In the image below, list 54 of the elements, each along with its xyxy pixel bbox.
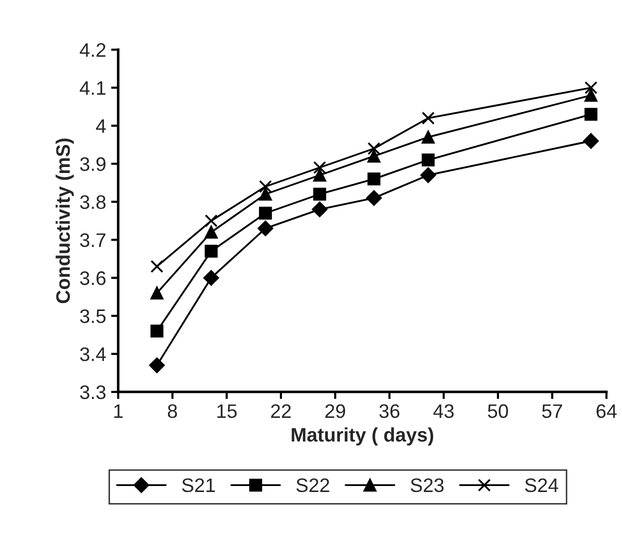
x-tick-label: 8	[168, 404, 177, 418]
point	[422, 130, 435, 144]
point	[150, 324, 164, 338]
legend-label: S23	[410, 478, 444, 492]
point	[583, 133, 599, 149]
point	[150, 286, 164, 300]
y-axis-title: Conductivity (mS)	[56, 138, 74, 304]
x-tick-label: 36	[379, 404, 400, 418]
legend-label: S22	[296, 478, 330, 492]
y-tick-label: 3.8	[80, 195, 106, 210]
x-tick-label: 22	[271, 404, 291, 418]
x-tick-label: 50	[488, 404, 508, 418]
point	[420, 167, 436, 183]
x-tick-label: 57	[542, 404, 562, 418]
y-tick-label: 4.1	[80, 81, 106, 95]
point	[313, 188, 326, 201]
point	[366, 190, 382, 206]
point	[258, 206, 272, 220]
point	[258, 188, 272, 201]
legend-label: S24	[525, 478, 558, 492]
point	[258, 180, 272, 194]
y-tick-label: 3.4	[80, 347, 106, 362]
point	[367, 172, 380, 186]
x-tick-label: 15	[217, 404, 237, 418]
point	[150, 260, 164, 273]
point	[149, 358, 165, 374]
point	[313, 168, 326, 182]
legend-label: S21	[182, 478, 215, 492]
x-tick-label: 43	[433, 404, 454, 418]
point	[584, 88, 598, 102]
x-tick-label: 64	[596, 404, 617, 418]
y-tick-label: 3.5	[80, 309, 106, 324]
point	[204, 214, 218, 228]
y-tick-label: 3.6	[80, 271, 106, 286]
point	[313, 161, 326, 174]
point	[422, 112, 435, 125]
point	[367, 150, 380, 163]
point	[584, 81, 598, 94]
point	[422, 153, 435, 166]
point	[204, 226, 218, 239]
x-axis-title: Maturity ( days)	[292, 427, 434, 446]
y-tick-label: 3.9	[80, 157, 106, 171]
y-tick-label: 3.3	[80, 385, 106, 400]
y-tick-label: 3.7	[80, 233, 106, 248]
point	[203, 270, 219, 286]
y-tick-label: 4	[96, 119, 106, 133]
point	[584, 108, 598, 121]
point	[204, 244, 218, 258]
x-tick-label: 29	[325, 404, 346, 418]
point	[367, 142, 380, 156]
point	[258, 220, 274, 236]
y-tick-label: 4.2	[80, 43, 106, 57]
x-tick-label: 1	[114, 404, 123, 418]
point	[312, 202, 328, 218]
